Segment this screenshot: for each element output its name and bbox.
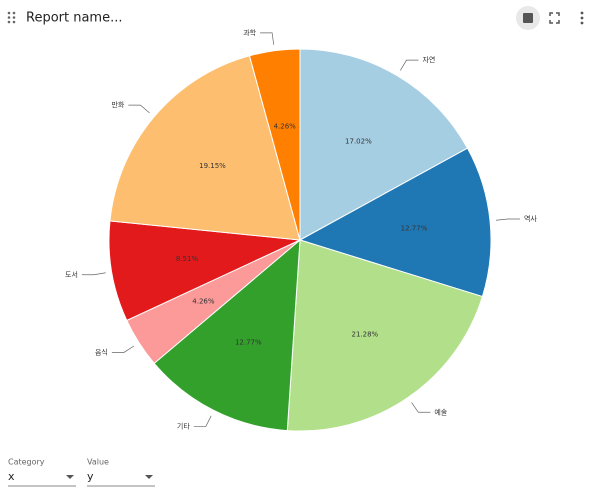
drag-handle[interactable] bbox=[7, 11, 16, 24]
value-select[interactable]: Value y bbox=[87, 458, 155, 487]
slice-name-label: 기타 bbox=[177, 422, 190, 431]
report-title[interactable]: Report name... bbox=[26, 11, 123, 26]
slice-name-label: 과학 bbox=[243, 28, 256, 37]
slice-value-label: 12.77% bbox=[235, 338, 262, 346]
slice-value-label: 19.15% bbox=[199, 162, 226, 170]
slice-name-label: 도서 bbox=[65, 270, 78, 279]
leader-line bbox=[111, 345, 135, 353]
slice-name-label: 역사 bbox=[524, 214, 537, 223]
control-label: Value bbox=[87, 458, 109, 467]
slice-value-label: 17.02% bbox=[345, 137, 372, 145]
fullscreen-button[interactable] bbox=[549, 12, 560, 24]
slice-value-label: 12.77% bbox=[401, 225, 428, 233]
category-select[interactable]: Category x bbox=[8, 458, 76, 487]
pie-slice bbox=[286, 239, 484, 432]
pie-slice bbox=[299, 48, 469, 241]
leader-line bbox=[81, 272, 106, 276]
slice-value-label: 4.26% bbox=[192, 298, 215, 306]
control-label: Category bbox=[8, 458, 45, 467]
slice-name-label: 예술 bbox=[434, 407, 447, 416]
pie-slice bbox=[108, 220, 302, 322]
leader-line bbox=[260, 32, 275, 45]
leader-line bbox=[128, 104, 150, 114]
leader-line bbox=[400, 59, 419, 71]
slice-name-label: 음식 bbox=[95, 347, 108, 356]
pie-slice bbox=[153, 238, 301, 432]
slice-value-label: 8.51% bbox=[176, 255, 199, 263]
more-button[interactable] bbox=[580, 11, 584, 25]
image-button[interactable] bbox=[516, 6, 540, 30]
pie-chart: 17.02% 자연 12.77% 역사 21.28% 예술 12.77% 기타 4.26% 음식 8… bbox=[65, 28, 537, 432]
leader-line bbox=[193, 415, 212, 427]
slice-value-label: 21.28% bbox=[352, 330, 379, 338]
control-value: x bbox=[8, 470, 15, 483]
pie-slice bbox=[298, 147, 492, 298]
leader-line bbox=[411, 402, 431, 413]
leader-line bbox=[495, 218, 520, 221]
pie-slice bbox=[248, 48, 301, 241]
slice-value-label: 4.26% bbox=[274, 122, 297, 130]
pie-slice bbox=[109, 55, 301, 241]
slice-name-label: 자연 bbox=[422, 55, 435, 64]
slice-name-label: 만화 bbox=[111, 100, 124, 109]
control-value: y bbox=[87, 470, 94, 483]
